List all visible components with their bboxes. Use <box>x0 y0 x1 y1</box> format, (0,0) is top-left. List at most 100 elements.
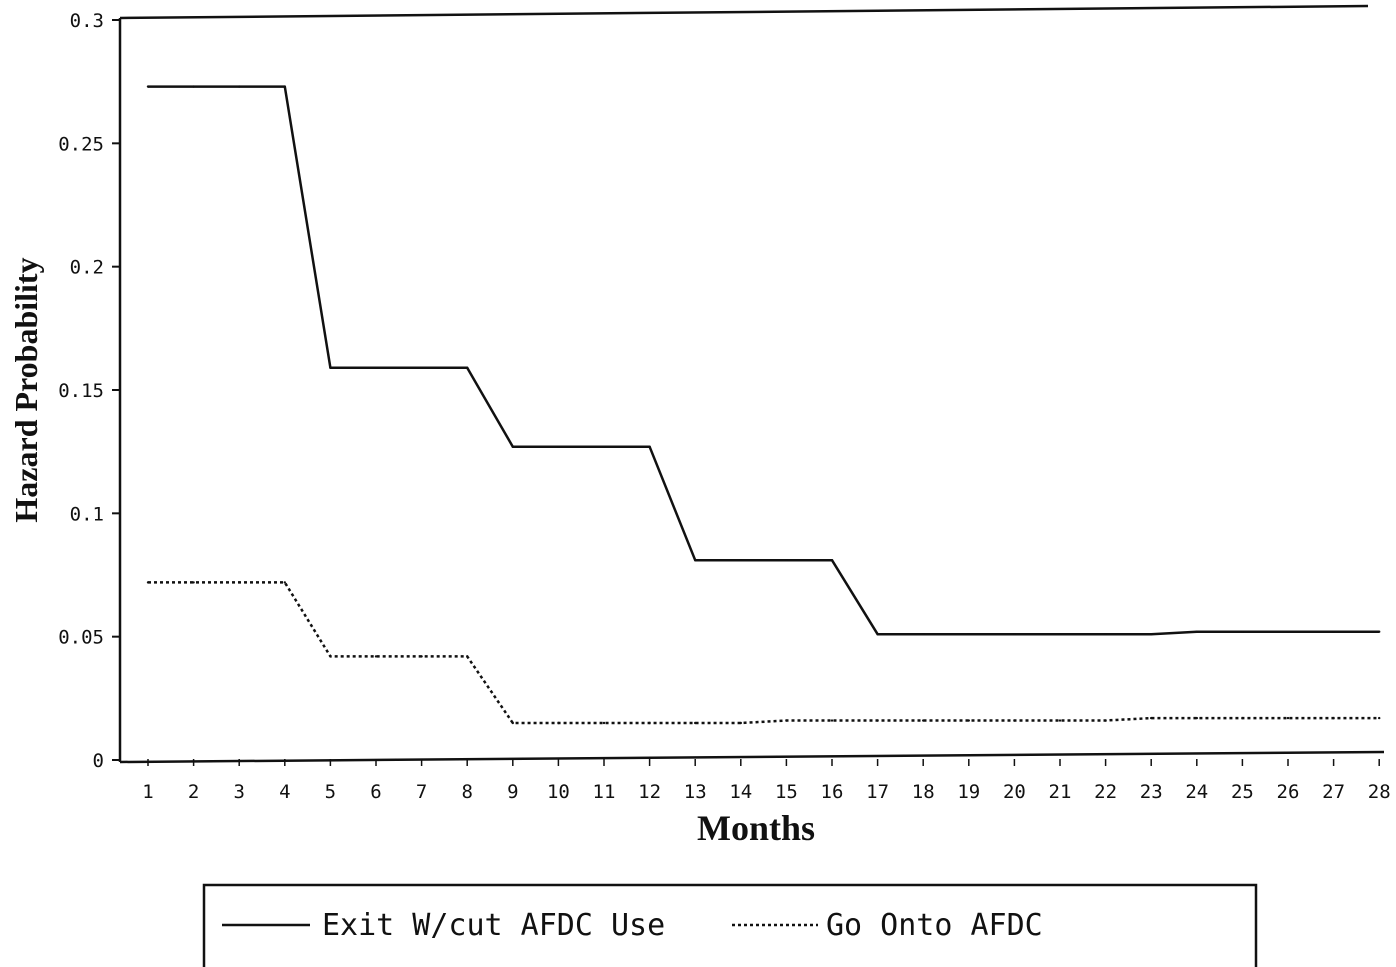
data-point-exit <box>238 85 241 88</box>
data-point-exit <box>876 633 879 636</box>
data-point-afdc <box>466 655 469 658</box>
x-tick-label: 4 <box>279 781 290 803</box>
x-tick-label: 10 <box>547 781 570 803</box>
data-point-afdc <box>785 719 788 722</box>
data-point-afdc <box>1013 719 1016 722</box>
data-point-exit <box>967 633 970 636</box>
data-point-exit <box>739 559 742 562</box>
x-tick-label: 24 <box>1185 781 1208 803</box>
data-point-exit <box>1058 633 1062 636</box>
data-point-afdc <box>602 721 606 725</box>
x-tick-label: 3 <box>233 781 244 803</box>
data-point-afdc <box>967 719 970 722</box>
data-point-afdc <box>1332 716 1335 720</box>
data-point-exit <box>785 559 788 562</box>
data-point-exit <box>420 366 423 369</box>
y-tick-label: 0.05 <box>58 627 104 649</box>
data-point-exit <box>1286 630 1290 633</box>
legend-box <box>202 883 1258 967</box>
x-tick-label: 12 <box>638 781 661 803</box>
y-tick-label: 0.25 <box>58 133 104 155</box>
data-point-exit <box>1013 633 1016 636</box>
legend: Exit W/cut AFDC Use Go Onto AFDC <box>202 883 1258 967</box>
data-point-afdc <box>1195 716 1199 720</box>
x-tick-label: 23 <box>1140 781 1163 803</box>
x-tick-label: 8 <box>461 781 472 803</box>
x-tick-label: 6 <box>370 781 381 803</box>
y-axis-title: Hazard Probability <box>8 257 44 522</box>
legend-label-exit: Exit W/cut AFDC Use <box>322 908 665 943</box>
data-point-afdc <box>1378 716 1381 720</box>
data-point-exit <box>146 85 150 88</box>
data-point-exit <box>1241 630 1244 633</box>
x-tick-label: 20 <box>1003 781 1026 803</box>
x-tick-label: 5 <box>325 781 336 803</box>
data-point-exit <box>1378 630 1381 633</box>
top-frame-line <box>119 4 1369 20</box>
data-point-afdc <box>329 655 332 658</box>
x-tick-label: 11 <box>593 781 616 803</box>
x-axis-line <box>119 750 1385 764</box>
data-point-afdc <box>922 719 925 722</box>
data-point-afdc <box>1058 719 1062 722</box>
x-tick-label: 19 <box>957 781 980 803</box>
x-tick-label: 18 <box>912 781 935 803</box>
series-line-exit <box>148 85 1380 636</box>
data-point-exit <box>192 85 195 88</box>
x-tick-label: 7 <box>416 781 427 803</box>
series-line-afdc <box>148 581 1380 725</box>
x-tick-label: 16 <box>821 781 844 803</box>
legend-label-afdc: Go Onto AFDC <box>826 908 1043 943</box>
data-point-exit <box>511 445 514 448</box>
y-tick-label: 0.1 <box>70 503 104 525</box>
data-point-afdc <box>694 721 697 725</box>
data-point-afdc <box>1150 716 1153 720</box>
x-tick-label: 13 <box>684 781 707 803</box>
data-point-afdc <box>238 581 241 584</box>
x-tick-label: 25 <box>1231 781 1254 803</box>
x-tick-label: 1 <box>142 781 153 803</box>
data-point-exit <box>1332 630 1335 633</box>
data-point-exit <box>329 366 332 369</box>
series-layer <box>146 85 1381 725</box>
data-point-exit <box>602 445 606 448</box>
x-tick-label: 14 <box>729 781 752 803</box>
data-point-exit <box>557 445 560 448</box>
y-tick-label: 0.3 <box>70 10 104 32</box>
data-point-afdc <box>192 581 195 584</box>
data-point-exit <box>694 559 697 562</box>
x-ticks: 1 2 3 4 5 6 7 8 9 10 11 12 13 14 15 16 17 18 19 20 21 22 23 24 2… <box>142 759 1391 803</box>
x-tick-label: 26 <box>1277 781 1300 803</box>
data-point-afdc <box>739 721 742 725</box>
x-tick-label: 9 <box>507 781 518 803</box>
x-tick-label: 28 <box>1368 781 1391 803</box>
data-point-afdc <box>557 721 560 725</box>
y-tick-label: 0.15 <box>58 380 104 402</box>
data-point-afdc <box>648 721 651 725</box>
y-tick-label: 0.2 <box>70 257 104 279</box>
data-point-afdc <box>283 581 286 584</box>
data-point-exit <box>283 85 286 88</box>
x-tick-label: 15 <box>775 781 798 803</box>
data-point-exit <box>374 366 378 369</box>
x-tick-label: 21 <box>1049 781 1072 803</box>
x-tick-label: 17 <box>866 781 889 803</box>
data-point-afdc <box>1286 716 1290 720</box>
data-point-exit <box>1195 630 1199 633</box>
data-point-afdc <box>876 719 879 722</box>
x-tick-label: 27 <box>1322 781 1345 803</box>
data-point-exit <box>648 445 651 448</box>
data-point-afdc <box>374 655 378 658</box>
data-point-exit <box>922 633 925 636</box>
data-point-afdc <box>1241 716 1244 720</box>
x-tick-label: 2 <box>188 781 199 803</box>
data-point-exit <box>1104 633 1107 636</box>
y-tick-label: 0 <box>93 750 104 772</box>
data-point-exit <box>830 559 834 562</box>
data-point-exit <box>466 366 469 369</box>
data-point-afdc <box>1104 719 1107 722</box>
data-point-afdc <box>511 721 514 725</box>
data-point-afdc <box>420 655 423 658</box>
data-point-exit <box>1150 633 1153 636</box>
